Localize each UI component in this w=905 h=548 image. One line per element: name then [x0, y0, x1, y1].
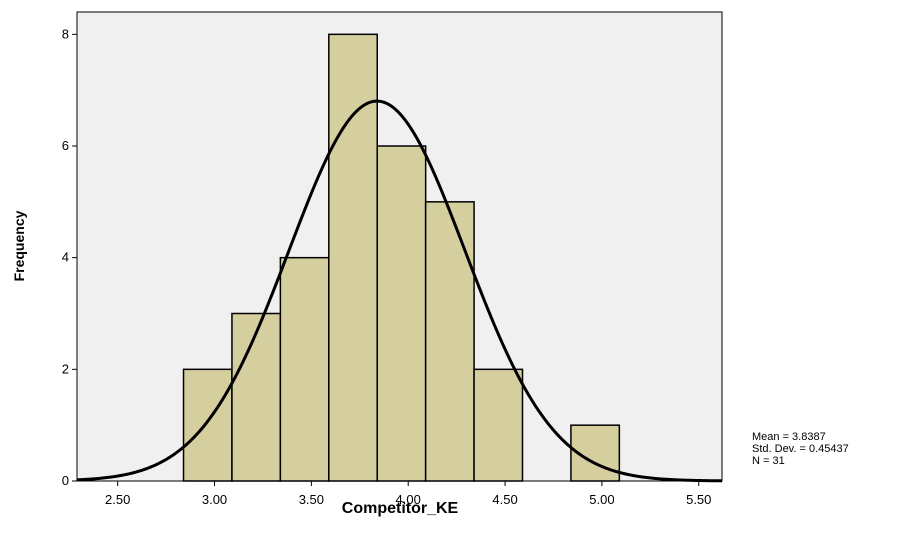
- y-tick-label: 0: [62, 473, 69, 488]
- bar: [232, 314, 280, 482]
- bar: [184, 369, 232, 481]
- y-tick-label: 6: [62, 138, 69, 153]
- x-tick-label: 5.50: [686, 492, 711, 507]
- chart: Frequency Competitor_KE 024682.503.003.5…: [0, 0, 905, 543]
- y-tick-label: 2: [62, 361, 69, 376]
- bar: [426, 202, 474, 481]
- stats-text: Std. Dev. = 0.45437: [752, 443, 849, 455]
- x-tick-label: 4.00: [396, 492, 421, 507]
- stats-text: N = 31: [752, 455, 785, 467]
- bar: [474, 369, 522, 481]
- x-tick-label: 5.00: [589, 492, 614, 507]
- y-tick-label: 4: [62, 250, 69, 265]
- x-tick-label: 3.50: [299, 492, 324, 507]
- bar: [280, 258, 328, 481]
- x-tick-label: 2.50: [105, 492, 130, 507]
- bar: [377, 146, 425, 481]
- x-tick-label: 3.00: [202, 492, 227, 507]
- stats-text: Mean = 3.8387: [752, 431, 826, 443]
- x-tick-label: 4.50: [492, 492, 517, 507]
- y-tick-label: 8: [62, 26, 69, 41]
- y-axis-label: Frequency: [11, 210, 27, 281]
